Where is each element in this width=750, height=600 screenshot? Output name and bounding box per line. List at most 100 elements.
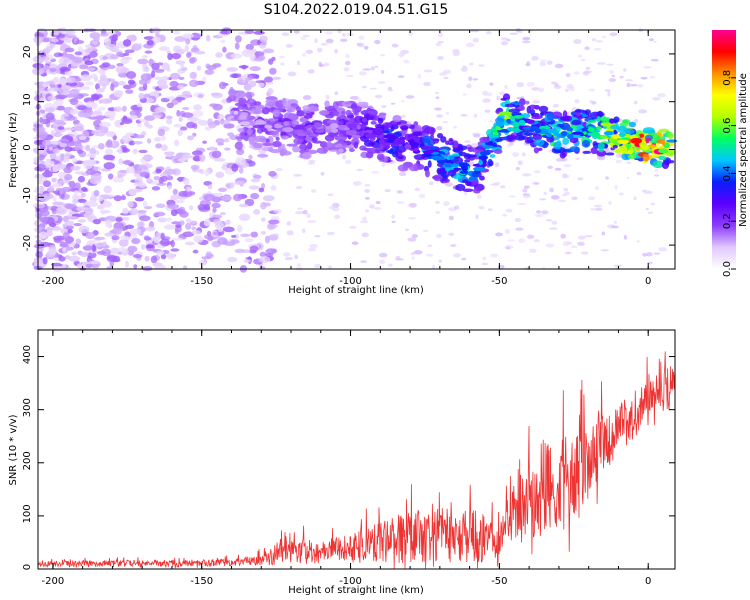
spectrogram-noise-blob bbox=[259, 55, 266, 60]
spectrogram-noise-blob bbox=[573, 39, 582, 44]
spectrogram-noise-blob bbox=[207, 184, 213, 190]
snr-series-line bbox=[37, 351, 676, 569]
spectrogram-noise-blob bbox=[374, 65, 379, 69]
spectrogram-noise-blob bbox=[501, 41, 509, 46]
spectrogram-signal-blob bbox=[397, 164, 409, 172]
spectrogram-peak-blob bbox=[296, 132, 308, 137]
spectrogram-noise-blob bbox=[275, 168, 284, 172]
spectrogram-noise-blob bbox=[74, 143, 83, 152]
spectrogram-noise-blob bbox=[363, 45, 369, 50]
spectrogram-noise-blob bbox=[49, 67, 57, 73]
spectrogram-noise-blob bbox=[86, 67, 96, 71]
spectrogram-noise-blob bbox=[50, 140, 62, 145]
spectrogram-noise-blob bbox=[116, 51, 124, 57]
spectrogram-noise-blob bbox=[658, 247, 667, 252]
spectrogram-noise-blob bbox=[188, 191, 196, 196]
spectrogram-noise-blob bbox=[466, 83, 472, 89]
spectrogram-noise-blob bbox=[56, 207, 66, 212]
spectrogram-signal-blob bbox=[248, 136, 256, 143]
spectrogram-noise-blob bbox=[396, 190, 403, 194]
spectrogram-noise-blob bbox=[397, 201, 405, 204]
spectrogram-noise-blob bbox=[204, 168, 210, 177]
spectrogram-noise-blob bbox=[554, 167, 562, 171]
spectrogram-noise-blob bbox=[52, 121, 58, 130]
spectrogram-noise-blob bbox=[522, 152, 526, 157]
spectrogram-signal-blob bbox=[338, 148, 344, 153]
spectrogram-peak-blob bbox=[282, 127, 294, 133]
spectrogram-noise-blob bbox=[94, 236, 106, 241]
spectrogram-noise-blob bbox=[51, 227, 63, 231]
spectrogram-peak-blob bbox=[567, 133, 574, 140]
spectrogram-noise-blob bbox=[268, 219, 280, 225]
spectrogram-noise-blob bbox=[199, 154, 206, 163]
spectrogram-noise-blob bbox=[231, 73, 239, 79]
spectrogram-noise-blob bbox=[281, 32, 290, 36]
spectrogram-noise-blob bbox=[539, 198, 547, 201]
spectrogram-noise-blob bbox=[208, 146, 217, 151]
spectrogram-noise-blob bbox=[191, 33, 203, 39]
colorbar-tick-label: 0.2 bbox=[722, 213, 733, 229]
spectrogram-noise-blob bbox=[80, 74, 92, 82]
spectrogram-noise-blob bbox=[580, 58, 586, 62]
spectrogram-noise-blob bbox=[611, 74, 616, 78]
spectrogram-noise-blob bbox=[364, 184, 371, 187]
spectrogram-noise-blob bbox=[98, 78, 111, 87]
spectrogram-noise-blob bbox=[48, 185, 54, 192]
spectrogram-noise-blob bbox=[257, 153, 269, 158]
spectrogram-noise-blob bbox=[101, 62, 111, 68]
spectrogram-noise-blob bbox=[96, 250, 107, 255]
spectrogram-noise-blob bbox=[407, 216, 416, 220]
spectrogram-peak-blob bbox=[553, 131, 560, 136]
spectrogram-noise-blob bbox=[278, 55, 285, 59]
spectrogram-noise-blob bbox=[136, 103, 142, 108]
spectrogram-noise-blob bbox=[269, 67, 277, 75]
spectrogram-peak-blob bbox=[393, 139, 406, 145]
spectrogram-noise-blob bbox=[138, 215, 151, 222]
spectrogram-noise-blob bbox=[268, 58, 274, 65]
spectrogram-noise-blob bbox=[226, 67, 238, 72]
spectrogram-peak-blob bbox=[239, 121, 252, 126]
spectrogram-noise-blob bbox=[626, 176, 630, 179]
spectrogram-signal-blob bbox=[553, 141, 562, 150]
spectrogram-xtick-label: -100 bbox=[339, 276, 362, 287]
spectrogram-noise-blob bbox=[633, 100, 638, 105]
spectrogram-noise-blob bbox=[255, 51, 260, 59]
spectrogram-noise-blob bbox=[609, 32, 618, 37]
colorbar-tick-label: 0.6 bbox=[722, 118, 733, 134]
spectrogram-noise-blob bbox=[170, 209, 178, 217]
spectrogram-peak-blob bbox=[345, 129, 358, 136]
spectrogram-signal-blob bbox=[610, 124, 620, 130]
spectrogram-noise-blob bbox=[104, 232, 114, 237]
spectrogram-noise-blob bbox=[41, 56, 50, 62]
spectrogram-noise-blob bbox=[79, 112, 92, 118]
spectrogram-noise-blob bbox=[56, 133, 63, 137]
spectrogram-noise-blob bbox=[560, 233, 567, 239]
spectrogram-noise-blob bbox=[34, 174, 45, 179]
spectrogram-noise-blob bbox=[213, 157, 226, 162]
spectrogram-noise-blob bbox=[103, 154, 116, 161]
spectrogram-signal-blob bbox=[267, 146, 274, 152]
spectrogram-noise-blob bbox=[435, 42, 442, 47]
spectrogram-noise-blob bbox=[219, 212, 226, 216]
spectrogram-noise-blob bbox=[236, 141, 243, 145]
spectrogram-noise-blob bbox=[648, 38, 655, 42]
spectrogram-noise-blob bbox=[157, 128, 165, 137]
spectrogram-noise-blob bbox=[650, 59, 659, 62]
spectrogram-noise-blob bbox=[93, 189, 100, 197]
spectrogram-noise-blob bbox=[607, 149, 615, 153]
spectrogram-noise-blob bbox=[45, 112, 55, 121]
spectrogram-peak-blob bbox=[246, 115, 256, 121]
spectrogram-noise-blob bbox=[140, 73, 152, 81]
spectrogram-noise-blob bbox=[273, 233, 279, 237]
spectrogram-noise-blob bbox=[188, 205, 194, 211]
spectrogram-noise-blob bbox=[413, 250, 423, 255]
spectrogram-noise-blob bbox=[146, 178, 153, 184]
spectrogram-noise-blob bbox=[201, 256, 212, 260]
spectrogram-noise-blob bbox=[153, 114, 162, 119]
spectrogram-noise-blob bbox=[33, 35, 44, 44]
spectrogram-noise-blob bbox=[380, 54, 386, 57]
spectrogram-noise-blob bbox=[230, 53, 243, 59]
spectrogram-noise-blob bbox=[234, 233, 240, 239]
spectrogram-signal-blob bbox=[228, 88, 237, 97]
